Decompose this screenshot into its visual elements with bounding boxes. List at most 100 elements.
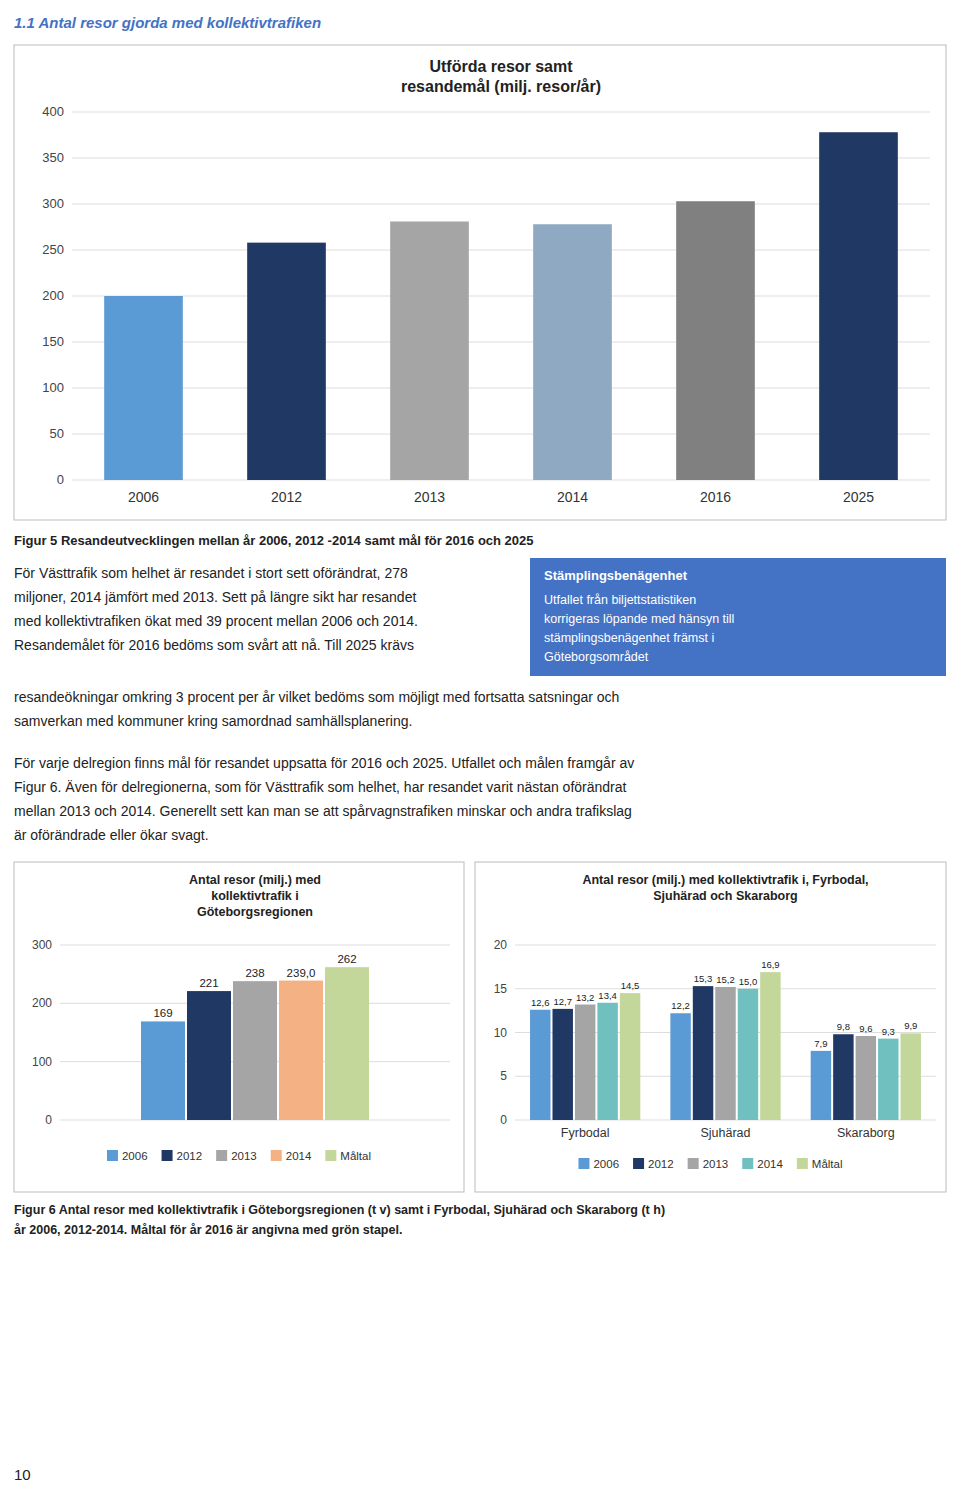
legend-item: 2013: [216, 1150, 257, 1162]
data-label: 13,2: [576, 992, 595, 1003]
bar: [819, 132, 898, 480]
legend-swatch: [742, 1158, 753, 1169]
data-label: 15,0: [739, 976, 758, 987]
y-tick-label: 400: [42, 104, 64, 119]
page: 1.1 Antal resor gjorda med kollektivtraf…: [0, 0, 960, 1507]
body-text: miljoner, 2014 jämfört med 2013. Sett på…: [14, 589, 416, 605]
grid-line: [72, 112, 930, 113]
sidebar: StämplingsbenägenhetUtfallet från biljet…: [530, 558, 946, 676]
x-tick-label: 2016: [700, 489, 731, 505]
y-tick-label: 300: [32, 938, 52, 952]
grid-line: [515, 945, 936, 946]
body-text: samverkan med kommuner kring samordnad s…: [14, 713, 412, 729]
x-tick-label: 2006: [128, 489, 159, 505]
data-label: 15,3: [694, 973, 713, 984]
legend-item: Måltal: [325, 1150, 371, 1162]
chart-title: Antal resor (milj.) med kollektivtrafik i…: [189, 873, 321, 919]
bar: [552, 1009, 572, 1120]
data-label: 14,5: [621, 980, 640, 991]
y-tick-label: 10: [494, 1026, 508, 1040]
y-tick-label: 100: [32, 1055, 52, 1069]
grid-line: [72, 158, 930, 159]
bar: [575, 1005, 595, 1121]
grid-line: [72, 250, 930, 251]
bars: [530, 972, 921, 1120]
sidebar-background: [530, 558, 946, 676]
legend-item: 2014: [742, 1158, 783, 1170]
sidebar-text: korrigeras löpande med hänsyn till: [544, 612, 734, 626]
legend: 2006201220132014Måltal: [107, 1150, 371, 1162]
data-labels: 169221238239,0262: [153, 953, 356, 1019]
y-tick-label: 350: [42, 150, 64, 165]
bar: [620, 993, 640, 1120]
bar: [247, 243, 326, 480]
body-text: resandeökningar omkring 3 procent per år…: [14, 689, 619, 705]
legend-swatch: [325, 1150, 336, 1161]
page-title: 1.1 Antal resor gjorda med kollektivtraf…: [14, 14, 321, 31]
bar: [533, 224, 612, 480]
legend: 2006 2012 2013 2014 Måltal: [578, 1158, 842, 1170]
sidebar-text: stämplingsbenägenhet främst i: [544, 631, 714, 645]
data-label: 221: [199, 977, 218, 989]
bar: [738, 989, 758, 1120]
legend-item: 2006: [578, 1158, 619, 1170]
data-label: 169: [153, 1007, 172, 1019]
bars: [141, 967, 369, 1120]
bar: [670, 1013, 690, 1120]
title-line: Antal resor (milj.) med: [189, 873, 321, 887]
y-tick-label: 200: [32, 996, 52, 1010]
y-tick-label: 0: [57, 472, 64, 487]
legend-label: 2012: [177, 1150, 203, 1162]
title-line: Utförda resor samt: [429, 58, 573, 75]
legend-swatch: [271, 1150, 282, 1161]
x-tick-label: 2014: [557, 489, 588, 505]
legend-swatch: [797, 1158, 808, 1169]
legend-swatch: [688, 1158, 699, 1169]
legend-label: 2013: [703, 1158, 729, 1170]
bar: [693, 986, 713, 1120]
data-label: 15,2: [716, 974, 735, 985]
data-label: 7,9: [814, 1038, 827, 1049]
data-label: 9,9: [904, 1020, 917, 1031]
chart-title: Utförda resor samtresandemål (milj. reso…: [401, 58, 601, 95]
data-label: 12,7: [553, 996, 572, 1007]
bar: [760, 972, 780, 1120]
title-line: kollektivtrafik i: [211, 889, 299, 903]
legend-swatch: [633, 1158, 644, 1169]
data-label: 12,2: [671, 1000, 690, 1011]
bars: [104, 132, 898, 480]
sidebar-text: Göteborgsområdet: [544, 650, 649, 664]
sidebar-title: Stämplingsbenägenhet: [544, 568, 688, 583]
legend-swatch: [216, 1150, 227, 1161]
y-tick-label: 15: [494, 982, 508, 996]
data-label: 9,8: [837, 1021, 850, 1032]
y-tick-label: 0: [500, 1113, 507, 1127]
grid-line: [72, 296, 930, 297]
legend-label: 2014: [757, 1158, 783, 1170]
body-text: Figur 6. Även för delregionerna, som för…: [14, 779, 627, 795]
grid-line: [60, 945, 450, 946]
figure-caption: Figur 5 Resandeutvecklingen mellan år 20…: [14, 533, 534, 548]
body-text: med kollektivtrafiken ökat med 39 procen…: [14, 613, 418, 629]
legend-label: Måltal: [812, 1158, 843, 1170]
bar: [878, 1039, 898, 1120]
data-label: 9,3: [882, 1026, 895, 1037]
chart-border: [14, 45, 946, 520]
legend-label: 2012: [648, 1158, 674, 1170]
title-line: Sjuhärad och Skaraborg: [653, 889, 797, 903]
y-tick-label: 20: [494, 938, 508, 952]
legend-item: 2012: [162, 1150, 203, 1162]
bar: [390, 221, 469, 480]
x-tick-label: 2025: [843, 489, 874, 505]
data-label: 16,9: [761, 959, 780, 970]
page-number: 10: [14, 1466, 31, 1483]
legend-item: 2012: [633, 1158, 674, 1170]
y-tick-label: 100: [42, 380, 64, 395]
legend-label: 2006: [593, 1158, 619, 1170]
chart: Antal resor (milj.) med kollektivtrafik i…: [14, 862, 464, 1192]
figure-caption: år 2006, 2012-2014. Måltal för år 2016 ä…: [14, 1223, 402, 1237]
legend-label: 2014: [286, 1150, 312, 1162]
y-tick-label: 5: [500, 1069, 507, 1083]
title-line: Göteborgsregionen: [197, 905, 313, 919]
bar: [141, 1021, 185, 1120]
